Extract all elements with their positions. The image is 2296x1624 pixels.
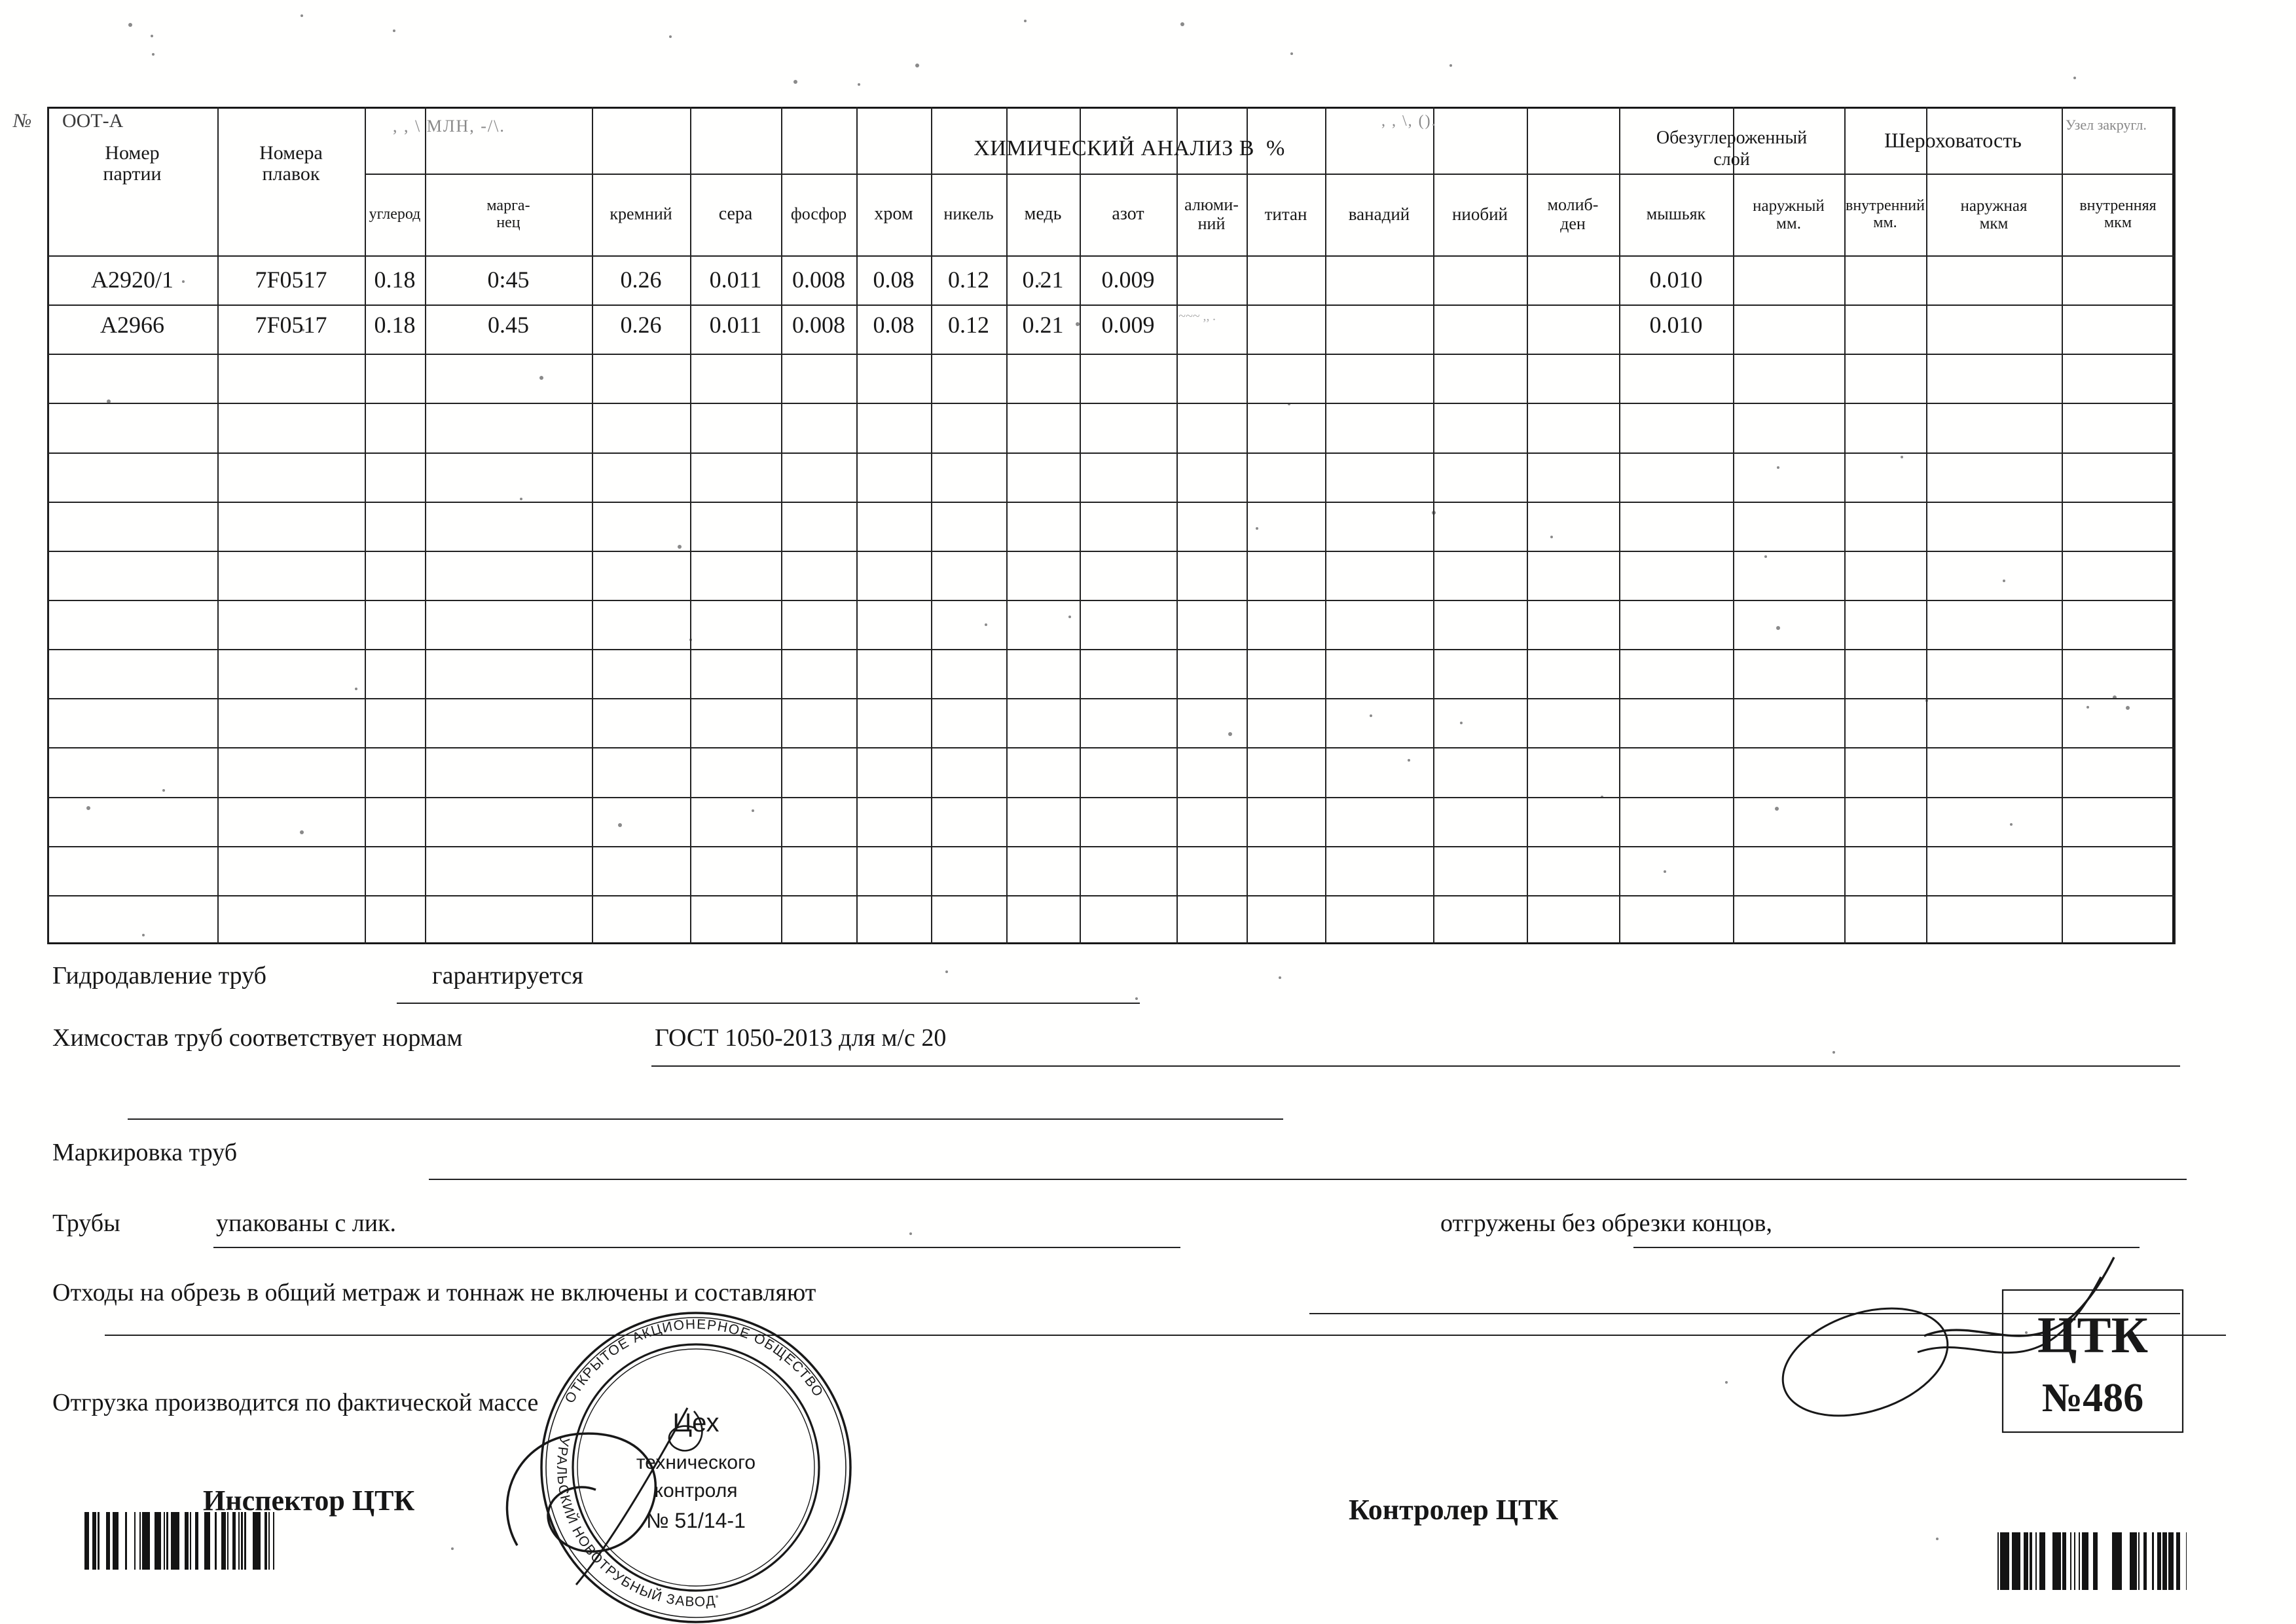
- svg-text:№486: №486: [2042, 1376, 2143, 1420]
- svg-text:ЦТК: ЦТК: [2037, 1306, 2148, 1363]
